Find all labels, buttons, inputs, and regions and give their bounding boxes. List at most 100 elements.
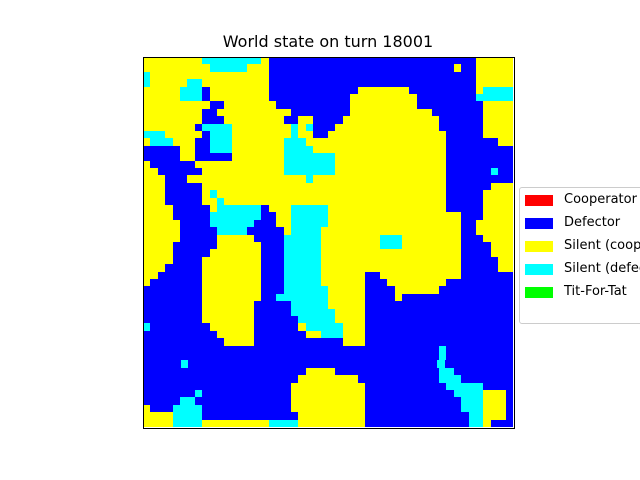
grid-cell <box>247 301 255 310</box>
grid-cell <box>210 235 218 243</box>
grid-cell <box>321 220 329 228</box>
grid-cell <box>469 346 477 354</box>
grid-cell <box>498 146 507 154</box>
grid-cell <box>321 316 329 324</box>
grid-cell <box>469 390 477 398</box>
grid-cell <box>195 220 203 228</box>
grid-cell <box>158 131 166 139</box>
grid-cell <box>181 360 189 369</box>
grid-cell <box>217 72 225 80</box>
grid-cell <box>417 405 425 413</box>
grid-cell <box>395 220 403 228</box>
grid-cell <box>187 286 196 295</box>
grid-cell <box>461 420 470 427</box>
grid-cell <box>226 360 235 369</box>
grid-cell <box>321 94 329 102</box>
grid-cell <box>298 227 307 236</box>
grid-cell <box>158 109 166 117</box>
grid-cell <box>180 190 188 199</box>
grid-cell <box>395 420 403 427</box>
grid-cell <box>409 294 418 302</box>
grid-cell <box>409 323 418 332</box>
grid-cell <box>506 338 513 347</box>
grid-cell <box>372 397 381 406</box>
grid-cell <box>261 153 270 162</box>
grid-cell <box>150 153 159 162</box>
grid-cell <box>372 257 381 265</box>
grid-cell <box>498 94 507 102</box>
grid-cell <box>476 94 484 102</box>
grid-cell <box>328 72 336 80</box>
grid-cell <box>254 87 262 95</box>
grid-cell <box>291 264 299 273</box>
grid-cell <box>247 353 255 361</box>
grid-cell <box>143 405 151 413</box>
grid-cell <box>343 272 351 280</box>
grid-cell <box>432 235 440 243</box>
grid-cell <box>446 397 455 406</box>
grid-cell <box>417 375 425 384</box>
grid-cell <box>409 420 418 427</box>
grid-cell <box>402 420 410 427</box>
grid-cell <box>469 249 477 258</box>
grid-cell <box>224 264 233 273</box>
grid-cell <box>461 323 470 332</box>
grid-cell <box>387 316 396 324</box>
grid-cell <box>291 353 299 361</box>
grid-cell <box>210 323 218 332</box>
grid-cell <box>276 235 285 243</box>
grid-cell <box>446 242 455 250</box>
grid-cell <box>491 138 499 147</box>
grid-cell <box>498 212 507 221</box>
grid-cell <box>276 286 285 295</box>
grid-cell <box>202 87 211 95</box>
grid-cell <box>321 212 329 221</box>
grid-cell <box>291 242 299 250</box>
grid-cell <box>432 242 440 250</box>
grid-cell <box>180 301 188 310</box>
grid-cell <box>417 124 425 132</box>
grid-cell <box>491 242 499 250</box>
grid-cell <box>269 420 277 427</box>
grid-cell <box>150 109 159 117</box>
grid-cell <box>276 64 285 73</box>
grid-cell <box>358 175 366 184</box>
grid-cell <box>224 390 233 398</box>
grid-cell <box>380 346 388 354</box>
grid-cell <box>210 286 218 295</box>
grid-cell <box>417 227 425 236</box>
grid-cell <box>150 420 159 427</box>
grid-cell <box>210 220 218 228</box>
grid-cell <box>166 360 174 369</box>
grid-cell <box>491 338 499 347</box>
grid-cell <box>454 146 462 154</box>
grid-cell <box>469 301 477 310</box>
grid-cell <box>291 227 299 236</box>
grid-cell <box>210 168 218 176</box>
grid-cell <box>284 57 292 65</box>
grid-cell <box>321 116 329 125</box>
grid-cell <box>217 235 225 243</box>
grid-cell <box>143 316 151 324</box>
grid-cell <box>313 101 322 110</box>
grid-cell <box>506 301 513 310</box>
grid-cell <box>454 316 462 324</box>
grid-cell <box>298 383 307 391</box>
grid-cell <box>469 368 477 376</box>
grid-cell <box>276 353 285 361</box>
grid-cell <box>269 279 277 287</box>
grid-cell <box>195 323 203 332</box>
grid-cell <box>187 375 196 384</box>
grid-cell <box>291 79 299 88</box>
grid-cell <box>395 316 403 324</box>
grid-cell <box>335 375 344 384</box>
grid-cell <box>284 72 292 80</box>
grid-cell <box>210 249 218 258</box>
grid-cell <box>313 331 322 339</box>
legend-item-tit-for-tat: Tit-For-Tat <box>520 282 640 302</box>
grid-cell <box>498 198 507 206</box>
grid-cell <box>424 279 433 287</box>
grid-cell <box>395 116 403 125</box>
grid-cell <box>432 390 440 398</box>
grid-cell <box>239 138 248 147</box>
